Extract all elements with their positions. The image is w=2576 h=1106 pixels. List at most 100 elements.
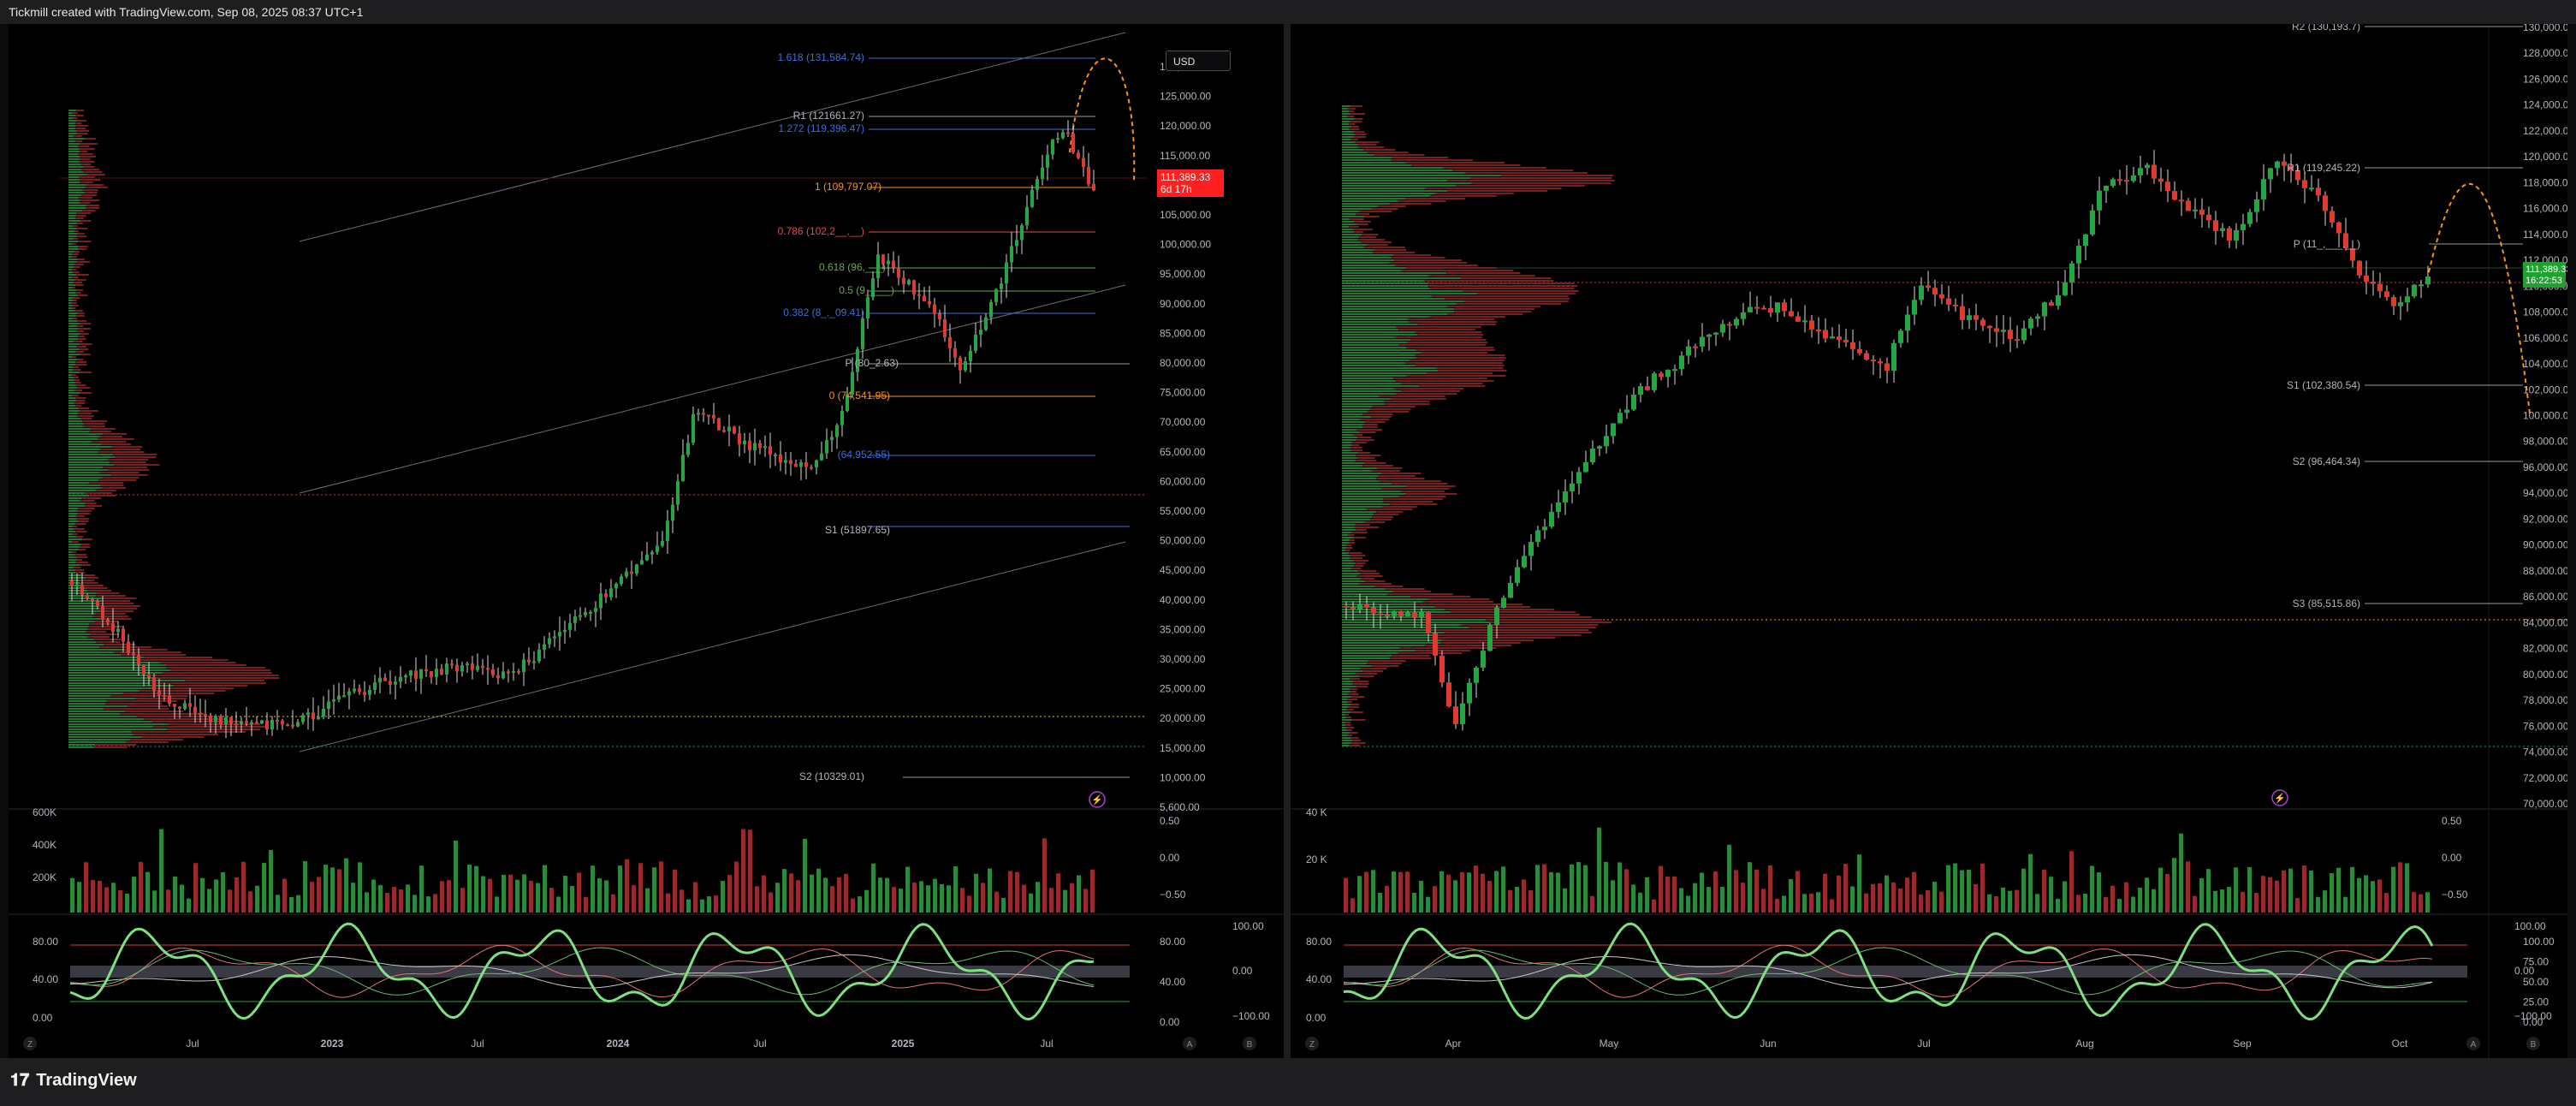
profile-bar-down bbox=[101, 618, 132, 620]
profile-bar-up bbox=[1342, 193, 1436, 194]
volume-bar bbox=[1535, 865, 1540, 913]
profile-bar-up bbox=[68, 276, 72, 278]
right-chart-canvas[interactable]: ⚡ R2 (130,193.7)R1 (119,245.22)P (11_,__… bbox=[1291, 21, 2574, 1058]
volume-bar bbox=[1665, 876, 1670, 913]
candle-body bbox=[1967, 315, 1972, 320]
volume-bar bbox=[782, 869, 786, 913]
candle-body bbox=[1010, 246, 1013, 263]
profile-bar-down bbox=[144, 718, 228, 720]
profile-bar-up bbox=[68, 405, 75, 407]
candle-body bbox=[363, 692, 366, 695]
profile-bar-down bbox=[166, 664, 246, 666]
profile-bar-down bbox=[1363, 216, 1380, 217]
osc-signal-line bbox=[1343, 944, 2433, 998]
volume-bar bbox=[625, 859, 629, 913]
candle-body bbox=[2124, 180, 2129, 182]
profile-bar-down bbox=[72, 307, 76, 309]
volume-bar bbox=[276, 895, 280, 913]
profile-bar-up bbox=[68, 449, 100, 450]
profile-bar-down bbox=[1350, 121, 1362, 122]
candle-body bbox=[430, 670, 433, 678]
profile-bar-down bbox=[75, 397, 86, 399]
profile-bar-up bbox=[68, 536, 76, 538]
profile-bar-down bbox=[1350, 711, 1363, 713]
profile-bar-up bbox=[1342, 670, 1363, 672]
right-chart-pane[interactable]: ⚡ R2 (130,193.7) R1 (119,245.22) P (11_,__… bbox=[1291, 21, 2574, 1058]
profile-bar-down bbox=[156, 687, 234, 689]
left-chart-pane[interactable]: ⚡ 1.618 (131,584.74) R1 (121661.27) 1.272 … bbox=[9, 24, 1284, 1058]
profile-bar-down bbox=[79, 148, 95, 150]
candle-body bbox=[317, 716, 320, 720]
candle-body bbox=[840, 410, 844, 425]
profile-bar-up bbox=[1342, 303, 1457, 305]
profile-bar-down bbox=[1350, 696, 1365, 698]
tradingview-logo[interactable]: 𝟏𝟕 TradingView bbox=[10, 1068, 144, 1091]
profile-bar-up bbox=[1342, 478, 1377, 479]
profile-bar-down bbox=[1362, 424, 1378, 425]
candle-body bbox=[1679, 355, 1684, 370]
volume-bar bbox=[2357, 877, 2361, 913]
volume-bar bbox=[1364, 871, 1368, 913]
profile-bar-up bbox=[68, 741, 126, 743]
candle-body bbox=[502, 671, 505, 679]
candle-body bbox=[543, 644, 546, 650]
profile-bar-down bbox=[1432, 629, 1589, 631]
profile-bar-down bbox=[98, 646, 152, 648]
profile-bar-down bbox=[72, 253, 79, 255]
candle-body bbox=[1604, 436, 1609, 447]
candle-body bbox=[75, 584, 79, 586]
volume-bar bbox=[1638, 892, 1642, 913]
candle-body bbox=[517, 670, 520, 673]
profile-bar-up bbox=[68, 423, 84, 425]
candle-body bbox=[122, 628, 125, 642]
profile-bar-up bbox=[68, 680, 186, 681]
pane-divider[interactable] bbox=[1284, 24, 1291, 1058]
profile-bar-up bbox=[68, 523, 75, 525]
candle-body bbox=[1522, 556, 1527, 568]
volume-bar bbox=[933, 878, 937, 913]
profile-bar-down bbox=[95, 603, 134, 604]
volume-bar bbox=[1001, 897, 1006, 913]
volume-bar bbox=[358, 862, 362, 913]
profile-bar-down bbox=[1350, 704, 1360, 705]
candle-body bbox=[106, 619, 110, 623]
profile-bar-down bbox=[99, 608, 138, 609]
currency-button[interactable]: USD bbox=[1166, 51, 1231, 71]
candle-body bbox=[892, 260, 895, 268]
volume-bar bbox=[1919, 894, 1923, 913]
profile-bar-down bbox=[96, 595, 126, 597]
profile-bar-down bbox=[114, 651, 181, 653]
candle-body bbox=[2288, 165, 2294, 170]
candle-body bbox=[887, 260, 890, 265]
profile-bar-down bbox=[80, 169, 99, 170]
candle-body bbox=[1864, 353, 1869, 360]
volume-bar bbox=[1590, 895, 1594, 913]
profile-bar-up bbox=[1342, 429, 1357, 431]
pivot-label: S2 (96,464.34) bbox=[2293, 455, 2360, 467]
profile-bar-up bbox=[1342, 257, 1392, 259]
profile-bar-up bbox=[68, 472, 100, 473]
profile-bar-up bbox=[68, 135, 74, 137]
candle-body bbox=[573, 616, 577, 623]
profile-bar-down bbox=[1344, 722, 1351, 723]
candle-body bbox=[799, 462, 803, 467]
profile-bar-up bbox=[68, 359, 78, 360]
profile-bar-up bbox=[68, 292, 76, 294]
profile-bar-up bbox=[1342, 537, 1355, 538]
candle-body bbox=[938, 313, 941, 319]
profile-bar-up bbox=[68, 711, 125, 712]
left-chart-canvas[interactable]: ⚡ 1.618 (131,584.74)R1 (121661.27)1.272 … bbox=[9, 24, 1284, 1058]
volume-bar bbox=[495, 896, 499, 913]
profile-bar-down bbox=[154, 677, 280, 679]
profile-bar-up bbox=[68, 274, 77, 276]
price-scale-label: 105,000.00 bbox=[1160, 209, 1211, 221]
profile-bar-up bbox=[1342, 265, 1396, 266]
price-scale-label: 108,000.00 bbox=[2523, 306, 2567, 318]
volume-bar bbox=[282, 878, 287, 913]
profile-bar-up bbox=[1342, 704, 1351, 705]
profile-bar-up bbox=[68, 377, 74, 378]
volume-bar bbox=[2138, 887, 2142, 913]
candle-body bbox=[917, 294, 921, 296]
volume-bar bbox=[775, 883, 780, 913]
